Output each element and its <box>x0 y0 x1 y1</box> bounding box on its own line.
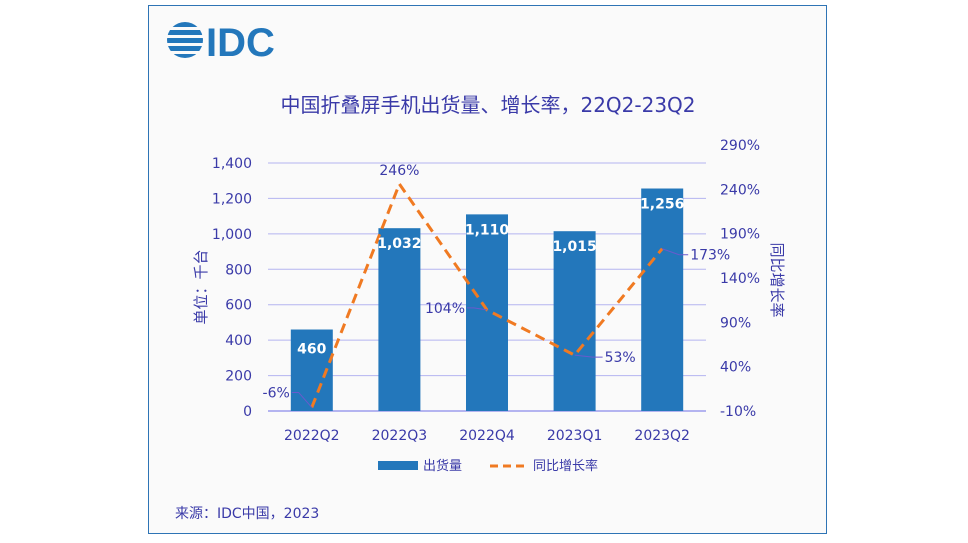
y-tick-label: 800 <box>225 262 252 278</box>
line-value-label: 173% <box>690 248 730 264</box>
y-tick-label: 1,000 <box>212 227 252 243</box>
bar <box>378 228 421 411</box>
line-value-label: 53% <box>605 350 636 366</box>
y2-tick-label: 190% <box>720 227 760 243</box>
bar-value-label: 1,015 <box>552 239 596 255</box>
y-tick-label: 200 <box>225 369 252 385</box>
bar-value-label: 460 <box>297 342 326 358</box>
x-tick-label: 2023Q2 <box>634 428 690 444</box>
y-tick-label: 400 <box>225 333 252 349</box>
x-tick-label: 2022Q3 <box>372 428 428 444</box>
line-value-label: 246% <box>379 163 419 179</box>
y2-tick-label: 290% <box>720 138 760 154</box>
bar <box>641 188 684 411</box>
line-value-label: 104% <box>425 301 465 317</box>
leader-line <box>467 307 488 311</box>
x-tick-label: 2023Q1 <box>547 428 603 444</box>
bar <box>466 214 508 411</box>
bar-value-label: 1,256 <box>640 197 684 213</box>
y2-axis-label: 同比增长率 <box>768 242 786 317</box>
idc-logo: IDC <box>167 21 275 65</box>
chart-title: 中国折叠屏手机出货量、增长率，22Q2-23Q2 <box>280 93 695 117</box>
x-tick-label: 2022Q2 <box>284 428 340 444</box>
leader-line <box>662 248 689 256</box>
legend-bar-label: 出货量 <box>423 458 462 474</box>
bar-value-label: 1,032 <box>377 236 421 252</box>
x-tick-label: 2022Q4 <box>459 428 515 444</box>
y-tick-label: 600 <box>225 298 252 314</box>
bar-value-label: 1,110 <box>465 222 510 238</box>
y2-tick-label: 140% <box>720 271 760 287</box>
y2-tick-label: 40% <box>720 360 751 376</box>
legend: 出货量 同比增长率 <box>378 458 598 474</box>
legend-bar-swatch <box>378 461 418 470</box>
source-note: 来源：IDC中国，2023 <box>175 506 319 522</box>
bar <box>553 231 596 411</box>
y2-tick-label: 90% <box>720 315 751 331</box>
y-axis-label: 单位：千台 <box>192 249 210 324</box>
y2-tick-label: 240% <box>720 182 760 198</box>
svg-text:IDC: IDC <box>206 21 275 65</box>
y-tick-label: 1,400 <box>212 156 252 172</box>
y-tick-label: 1,200 <box>212 191 252 207</box>
y-tick-label: 0 <box>243 404 252 420</box>
line-value-label: -6% <box>263 385 290 401</box>
y2-tick-label: -10% <box>720 404 756 420</box>
legend-line-label: 同比增长率 <box>533 458 598 474</box>
leader-line <box>574 354 603 358</box>
leader-line <box>291 391 313 408</box>
